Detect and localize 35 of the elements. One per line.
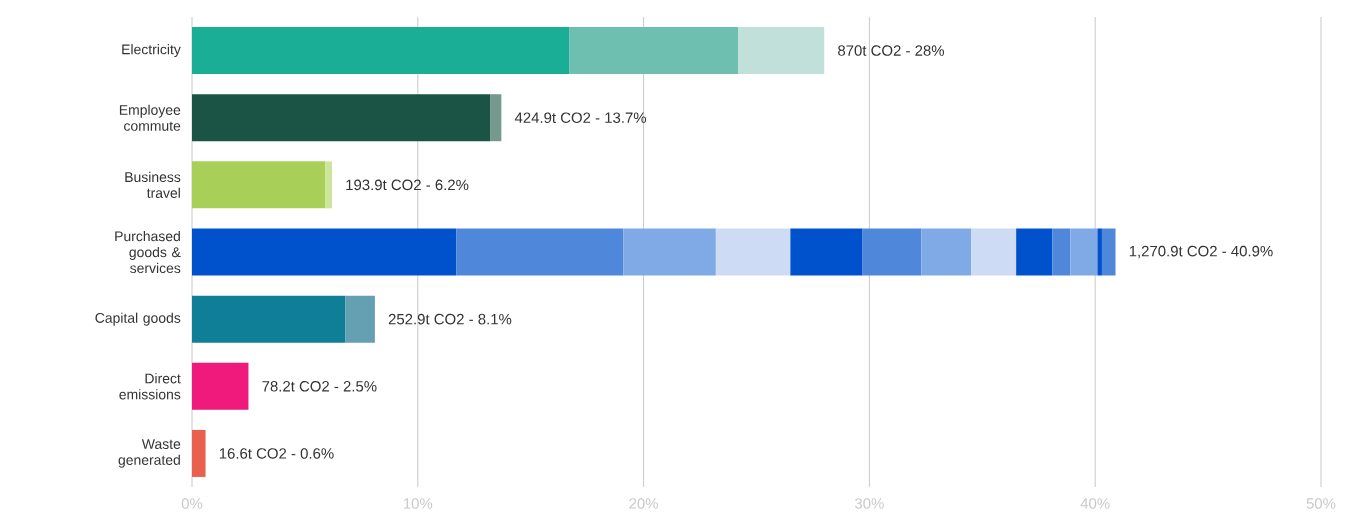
bar [490, 94, 502, 142]
bar [738, 27, 825, 75]
bar [790, 228, 863, 276]
y-tick-label: Business travel [125, 171, 181, 198]
total-label: 252.9t CO2 - 8.1% [388, 313, 512, 325]
y-tick-label: Employee commute [119, 104, 181, 131]
bar [192, 161, 326, 209]
y-tick-label: Direct emissions [119, 373, 181, 400]
bar [192, 94, 491, 142]
bar [1101, 228, 1116, 276]
bar [325, 161, 332, 209]
bar [1070, 228, 1098, 276]
bar [192, 429, 206, 477]
bar [192, 362, 249, 410]
y-tick-label: Waste generated [118, 439, 181, 468]
total-label: 1,270.9t CO2 - 40.9% [1129, 245, 1273, 259]
bar [1052, 228, 1071, 276]
bar [192, 27, 570, 75]
y-tick-label: Electricity [122, 44, 181, 58]
bar [569, 27, 739, 75]
bar [1097, 228, 1102, 276]
bar [1016, 228, 1053, 276]
bar [345, 295, 375, 343]
total-label: 78.2t CO2 - 2.5% [262, 381, 377, 392]
bar [715, 228, 791, 276]
bar [862, 228, 922, 276]
y-tick-label: Purchased goods & services [115, 230, 181, 274]
bar [192, 295, 346, 343]
bar [970, 228, 1017, 276]
y-tick-label: Capital goods [95, 312, 181, 326]
total-label: 193.9t CO2 - 6.2% [346, 179, 469, 191]
bar [921, 228, 971, 276]
total-label: 870t CO2 - 28% [838, 45, 945, 56]
total-label: 16.6t CO2 - 0.6% [219, 448, 334, 459]
total-label: 424.9t CO2 - 13.7% [514, 112, 647, 124]
